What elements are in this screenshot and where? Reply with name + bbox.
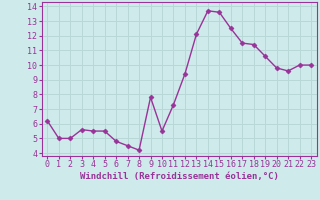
X-axis label: Windchill (Refroidissement éolien,°C): Windchill (Refroidissement éolien,°C) bbox=[80, 172, 279, 181]
